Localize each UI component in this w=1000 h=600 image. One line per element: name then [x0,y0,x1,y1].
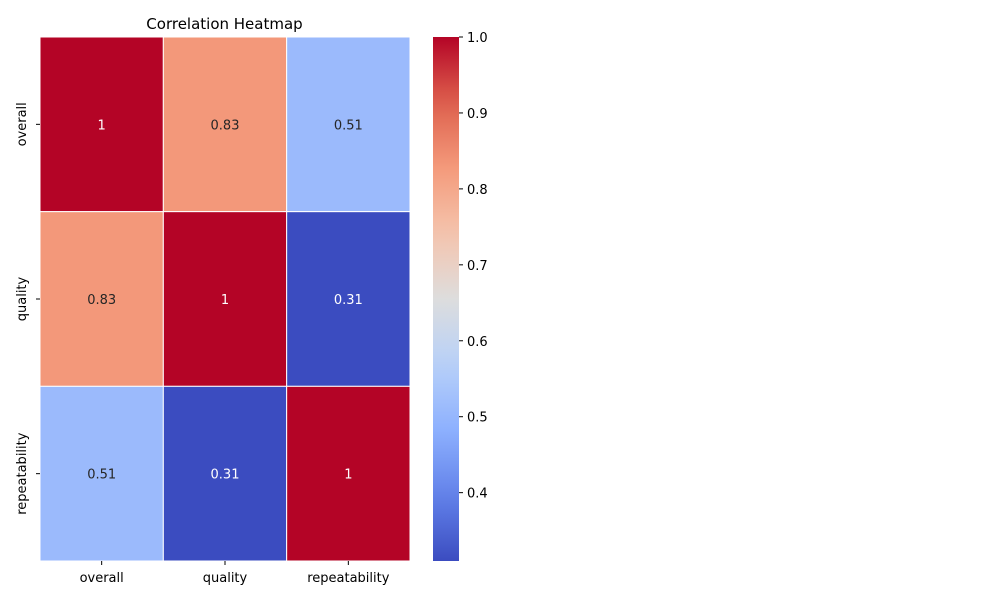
x-tick-label-quality: quality [203,571,248,586]
colorbar-tick-label: 0.7 [467,259,488,274]
chart-title: Correlation Heatmap [146,15,302,33]
colorbar-tick-label: 0.9 [467,107,488,122]
heatmap-cells [39,36,411,562]
colorbar-tick-label: 0.4 [467,487,488,502]
y-tick-label-repeatability: repeatability [15,432,30,515]
colorbar-tick-label: 0.5 [467,411,488,426]
colorbar-tick-label: 1.0 [467,31,488,46]
cell-label-repeatability-repeatability: 1 [344,468,352,483]
cell-label-overall-overall: 1 [98,118,106,133]
cell-label-quality-repeatability: 0.31 [334,293,363,308]
heatmap-cell-quality-overall [39,211,164,387]
x-axis-ticks: overall quality repeatability [80,561,390,586]
heatmap-cell-overall-overall [39,36,164,213]
heatmap-cell-quality-quality [162,211,288,387]
y-axis-ticks: overall quality repeatability [15,102,40,515]
y-tick-label-quality: quality [15,276,30,321]
colorbar-tick-label: 0.8 [467,183,488,198]
cell-label-overall-repeatability: 0.51 [334,118,363,133]
heatmap-cell-labels: 1 0.83 0.51 0.83 1 0.31 0.51 0.31 1 [87,118,363,482]
heatmap-cell-quality-repeatability [286,211,411,387]
cell-label-repeatability-overall: 0.51 [87,468,116,483]
cell-label-repeatability-quality: 0.31 [211,468,240,483]
heatmap-cell-overall-quality [162,36,288,213]
colorbar: 0.4 0.5 0.6 0.7 0.8 0.9 1.0 [433,31,488,561]
x-tick-label-overall: overall [80,571,124,586]
cell-label-overall-quality: 0.83 [211,118,240,133]
y-tick-label-overall: overall [15,102,30,146]
cell-label-quality-quality: 1 [221,293,229,308]
colorbar-gradient [433,37,459,561]
cell-label-quality-overall: 0.83 [87,293,116,308]
x-tick-label-repeatability: repeatability [307,571,390,586]
colorbar-tick-label: 0.6 [467,335,488,350]
heatmap-cell-repeatability-quality [162,385,288,562]
heatmap-cell-overall-repeatability [286,36,411,213]
heatmap-cell-repeatability-overall [39,385,164,562]
